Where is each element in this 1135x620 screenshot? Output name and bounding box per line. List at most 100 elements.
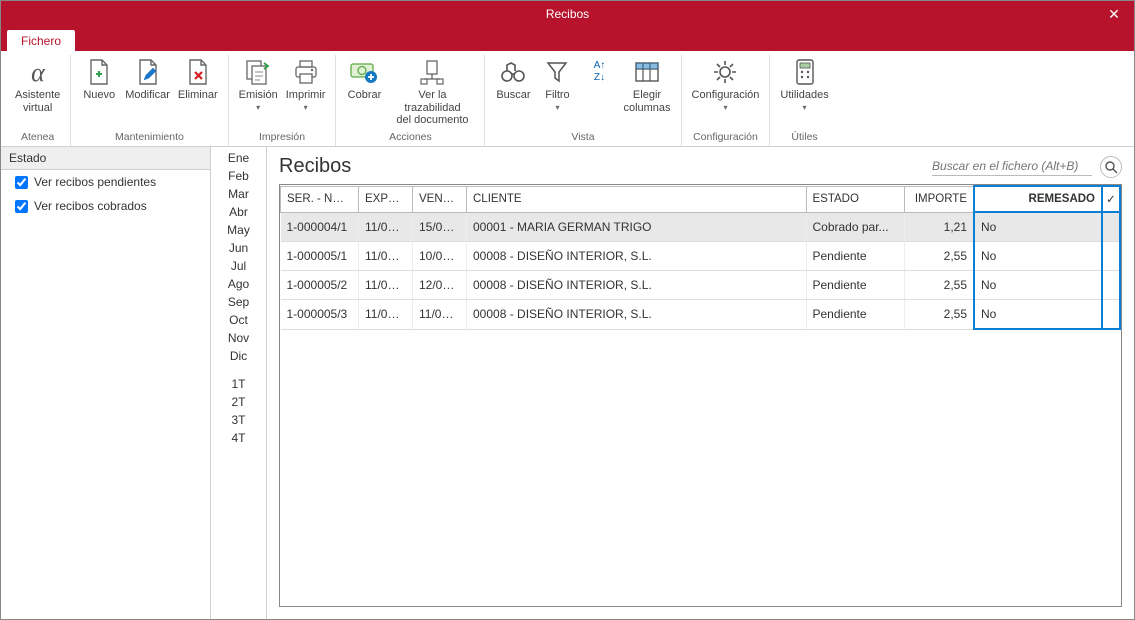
search-input[interactable] (932, 157, 1092, 176)
group-label-atenea: Atenea (11, 129, 64, 146)
cell-exped: 11/01/... (359, 212, 413, 242)
left-panel: Estado Ver recibos pendientes Ver recibo… (1, 147, 211, 619)
imprimir-button[interactable]: Imprimir ▾ (282, 55, 330, 114)
nuevo-button[interactable]: Nuevo (77, 55, 121, 104)
month-abr[interactable]: Abr (211, 203, 266, 221)
ribbon: α Asistente virtual Atenea Nuevo Modific… (1, 51, 1134, 147)
month-jun[interactable]: Jun (211, 239, 266, 257)
col-remesado[interactable]: REMESADO (974, 186, 1102, 212)
cell-venci: 12/03/... (413, 271, 467, 300)
month-jul[interactable]: Jul (211, 257, 266, 275)
emision-button[interactable]: Emisión ▾ (235, 55, 282, 114)
printer-icon (290, 57, 322, 87)
asistente-label: Asistente virtual (15, 89, 60, 114)
estado-header: Estado (1, 147, 210, 170)
alpha-icon: α (22, 57, 54, 87)
quarter-1T[interactable]: 1T (211, 375, 266, 393)
emision-label: Emisión (239, 89, 278, 102)
month-ago[interactable]: Ago (211, 275, 266, 293)
eliminar-label: Eliminar (178, 89, 218, 102)
config-label: Configuración (692, 89, 760, 102)
money-icon (348, 57, 380, 87)
funnel-icon (541, 57, 573, 87)
col-importe[interactable]: IMPORTE (904, 186, 974, 212)
chevron-down-icon: ▾ (256, 103, 260, 112)
trazabilidad-button[interactable]: Ver la trazabilidad del documento (386, 55, 478, 129)
month-dic[interactable]: Dic (211, 347, 266, 365)
cell-importe: 2,55 (904, 242, 974, 271)
cell-remesado: No (974, 242, 1102, 271)
check-cobrados[interactable]: Ver recibos cobrados (1, 194, 210, 218)
cell-estado: Cobrado par... (806, 212, 904, 242)
quarter-2T[interactable]: 2T (211, 393, 266, 411)
columns-icon (631, 57, 663, 87)
tab-fichero[interactable]: Fichero (7, 30, 75, 51)
title-bar: Recibos ✕ (1, 1, 1134, 27)
cell-estado: Pendiente (806, 242, 904, 271)
trazabilidad-label: Ver la trazabilidad del documento (390, 89, 474, 127)
cell-remesado: No (974, 271, 1102, 300)
month-ene[interactable]: Ene (211, 149, 266, 167)
cell-sernum: 1-000005/1 (281, 242, 359, 271)
quarter-3T[interactable]: 3T (211, 411, 266, 429)
sort-icon: A↑Z↓ (583, 57, 615, 87)
calculator-icon (789, 57, 821, 87)
chevron-down-icon: ▾ (555, 103, 559, 112)
cell-sernum: 1-000005/3 (281, 300, 359, 330)
modificar-button[interactable]: Modificar (121, 55, 174, 104)
eliminar-button[interactable]: Eliminar (174, 55, 222, 104)
check-pendientes-box[interactable] (15, 176, 28, 189)
elegir-columnas-button[interactable]: Elegir columnas (619, 55, 674, 116)
table-row[interactable]: 1-000005/311/01/...11/04/...00008 - DISE… (281, 300, 1121, 330)
asistente-virtual-button[interactable]: α Asistente virtual (11, 55, 64, 116)
table-row[interactable]: 1-000005/211/01/...12/03/...00008 - DISE… (281, 271, 1121, 300)
cell-remesado: No (974, 300, 1102, 330)
emision-icon (242, 57, 274, 87)
search-wrap (932, 156, 1122, 178)
col-venci[interactable]: VENCI... (413, 186, 467, 212)
filtro-button[interactable]: Filtro ▾ (535, 55, 579, 114)
cobrar-button[interactable]: Cobrar (342, 55, 386, 104)
cell-estado: Pendiente (806, 300, 904, 330)
col-cliente[interactable]: CLIENTE (467, 186, 807, 212)
month-feb[interactable]: Feb (211, 167, 266, 185)
month-oct[interactable]: Oct (211, 311, 266, 329)
file-delete-icon (182, 57, 214, 87)
data-grid[interactable]: SER. - NÚM. EXPED... VENCI... CLIENTE ES… (279, 184, 1122, 607)
group-label-impresion: Impresión (235, 129, 330, 146)
chevron-down-icon: ▾ (304, 103, 308, 112)
month-sep[interactable]: Sep (211, 293, 266, 311)
gear-icon (709, 57, 741, 87)
sort-button[interactable]: A↑Z↓ (579, 55, 619, 104)
svg-text:α: α (31, 59, 46, 85)
configuracion-button[interactable]: Configuración ▾ (688, 55, 764, 114)
check-pendientes[interactable]: Ver recibos pendientes (1, 170, 210, 194)
buscar-button[interactable]: Buscar (491, 55, 535, 104)
imprimir-label: Imprimir (286, 89, 326, 102)
table-row[interactable]: 1-000005/111/01/...10/02/...00008 - DISE… (281, 242, 1121, 271)
col-estado[interactable]: ESTADO (806, 186, 904, 212)
col-sernum[interactable]: SER. - NÚM. (281, 186, 359, 212)
cell-chk (1102, 212, 1120, 242)
month-mar[interactable]: Mar (211, 185, 266, 203)
check-cobrados-label: Ver recibos cobrados (34, 199, 147, 213)
month-may[interactable]: May (211, 221, 266, 239)
ribbon-group-impresion: Emisión ▾ Imprimir ▾ Impresión (229, 55, 337, 146)
quarter-4T[interactable]: 4T (211, 429, 266, 447)
check-cobrados-box[interactable] (15, 200, 28, 213)
cell-sernum: 1-000004/1 (281, 212, 359, 242)
group-label-acciones: Acciones (342, 129, 478, 146)
cell-venci: 11/04/... (413, 300, 467, 330)
group-label-vista: Vista (491, 129, 674, 146)
col-chk[interactable]: ✓ (1102, 186, 1120, 212)
chevron-down-icon: ▾ (803, 103, 807, 112)
utilidades-button[interactable]: Utilidades ▾ (776, 55, 832, 114)
month-nov[interactable]: Nov (211, 329, 266, 347)
cell-importe: 2,55 (904, 271, 974, 300)
table-row[interactable]: 1-000004/111/01/...15/02/...00001 - MARI… (281, 212, 1121, 242)
table-header-row: SER. - NÚM. EXPED... VENCI... CLIENTE ES… (281, 186, 1121, 212)
search-button[interactable] (1100, 156, 1122, 178)
col-exped[interactable]: EXPED... (359, 186, 413, 212)
close-button[interactable]: ✕ (1094, 1, 1134, 27)
cell-chk (1102, 271, 1120, 300)
